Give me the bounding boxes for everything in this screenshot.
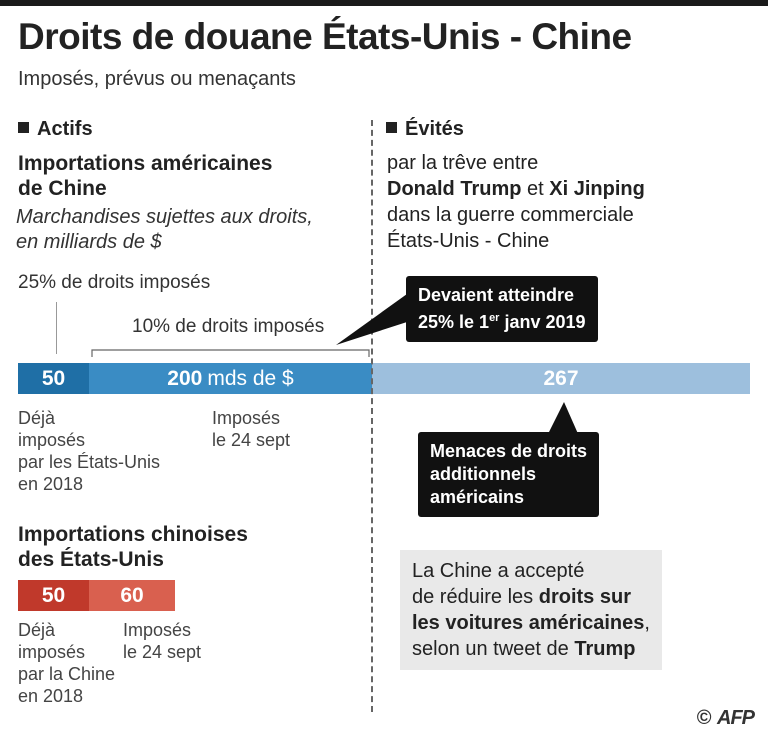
car-tariffs-note: La Chine a accepté de réduire les droits…	[400, 550, 662, 670]
page-title: Droits de douane États-Unis - Chine	[18, 16, 632, 57]
bar-segment-50: 50	[18, 580, 89, 611]
callout-threat: Menaces de droits additionnels américain…	[418, 432, 600, 517]
note-line: de réduire les droits sur	[412, 584, 650, 610]
callout-line: Devaient atteindre	[418, 285, 575, 305]
annot-line: par les États-Unis	[18, 452, 161, 472]
bracket-line	[91, 349, 370, 357]
annot-line: Imposés	[123, 620, 192, 640]
annot-cn-60: Imposés le 24 sept	[123, 619, 201, 663]
bar-value-label: 267	[543, 366, 579, 390]
note-line: selon un tweet de Trump	[412, 636, 650, 662]
callout-deadline: Devaient atteindre 25% le 1er janv 2019	[406, 276, 598, 342]
annot-us-50: Déjà imposés par les États-Unis en 2018	[18, 407, 160, 495]
cn-imports-heading-line: des États-Unis	[18, 548, 164, 571]
name-xi: Xi Jinping	[549, 178, 645, 200]
annot-cn-50: Déjà imposés par la Chine en 2018	[18, 619, 115, 707]
and-word: et	[527, 178, 544, 200]
square-bullet-icon	[18, 122, 29, 133]
page-subtitle: Imposés, prévus ou menaçants	[18, 68, 296, 90]
section-actifs: Actifs	[18, 118, 93, 141]
bar-segment-60: 60	[89, 580, 175, 611]
annot-line: imposés	[18, 430, 86, 450]
note-line: en milliards de $	[16, 231, 162, 253]
annot-line: le 24 sept	[123, 642, 202, 662]
bar-segment-267: 267	[372, 363, 750, 394]
truce-line: États-Unis - Chine	[387, 230, 550, 252]
note-bold: les voitures américaines	[412, 612, 645, 634]
label-10-percent: 10% de droits imposés	[132, 316, 325, 337]
note-text: ,	[644, 612, 650, 634]
section-evites: Évités	[386, 118, 464, 141]
annot-line: imposés	[18, 642, 86, 662]
label-25-percent: 25% de droits imposés	[18, 272, 211, 293]
annot-line: Déjà	[18, 620, 56, 640]
callout-text: janv 2019	[499, 312, 586, 332]
bar-value-label: 60	[120, 583, 144, 607]
callout-line: additionnels	[430, 464, 537, 484]
callout-line: américains	[430, 487, 525, 507]
truce-text: par la trêve entre Donald Trump et Xi Ji…	[387, 150, 645, 254]
bar-value-label: 200 mds de $	[167, 367, 293, 391]
annot-us-200: Imposés le 24 sept	[212, 407, 290, 451]
callout-line: Menaces de droits	[430, 441, 588, 461]
name-trump: Donald Trump	[387, 178, 522, 200]
bar-segment-200: 200 mds de $	[89, 363, 372, 394]
callout-threat-pointer	[547, 402, 579, 436]
note-text: de réduire les	[412, 586, 539, 608]
leader-line-25	[56, 302, 57, 354]
annot-line: en 2018	[18, 474, 84, 494]
cn-imports-bar: 50 60	[18, 580, 175, 611]
callout-text: 25% le 1	[418, 312, 490, 332]
note-line: les voitures américaines,	[412, 610, 650, 636]
callout-sup: er	[489, 312, 500, 324]
copyright-symbol: ©	[696, 707, 712, 729]
callout-line: 25% le 1er janv 2019	[418, 307, 586, 334]
bar-value-number: 200	[167, 366, 203, 390]
us-imports-bar: 50 200 mds de $ 267	[18, 363, 750, 394]
section-actifs-label: Actifs	[37, 118, 93, 140]
note-line: Marchandises sujettes aux droits,	[16, 206, 313, 228]
annot-line: Déjà	[18, 408, 56, 428]
square-bullet-icon	[386, 122, 397, 133]
truce-line: Donald Trump et Xi Jinping	[387, 176, 645, 202]
note-bold: Trump	[574, 638, 636, 660]
section-evites-label: Évités	[405, 118, 464, 140]
bar-value-label: 50	[41, 583, 66, 607]
top-rule	[0, 0, 768, 6]
bar-segment-50: 50	[18, 363, 89, 394]
us-imports-note: Marchandises sujettes aux droits, en mil…	[16, 205, 313, 255]
truce-line: dans la guerre commerciale	[387, 204, 634, 226]
afp-credit: © AFP	[696, 707, 755, 730]
cn-imports-heading: Importations chinoises des États-Unis	[18, 522, 248, 572]
note-bold: droits sur	[538, 586, 631, 608]
annot-line: par la Chine	[18, 664, 116, 684]
truce-line: par la trêve entre	[387, 152, 539, 174]
us-imports-heading-line: Importations américaines	[18, 152, 273, 175]
annot-line: le 24 sept	[212, 430, 291, 450]
annot-line: Imposés	[212, 408, 281, 428]
bar-value-label: 50	[41, 366, 66, 390]
afp-logo: AFP	[717, 707, 755, 729]
bar-value-unit: mds de $	[207, 366, 294, 390]
note-line: La Chine a accepté	[412, 560, 585, 582]
cn-imports-heading-line: Importations chinoises	[18, 523, 248, 546]
annot-line: en 2018	[18, 686, 84, 706]
callout-top-pointer	[336, 294, 407, 345]
us-imports-heading: Importations américaines de Chine	[18, 151, 272, 201]
note-text: selon un tweet de	[412, 638, 575, 660]
column-divider	[371, 120, 373, 712]
us-imports-heading-line: de Chine	[18, 177, 107, 200]
